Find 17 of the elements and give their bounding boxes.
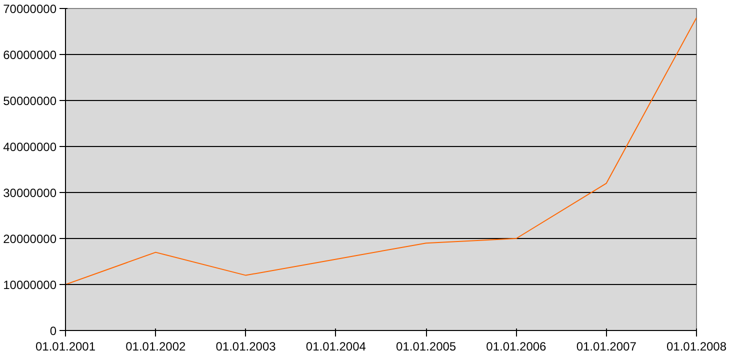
y-tick-label: 0 <box>50 324 57 338</box>
x-tick-label: 01.01.2001 <box>35 340 96 353</box>
y-tick-label: 20000000 <box>3 232 57 246</box>
x-tick-label: 01.01.2006 <box>486 340 547 353</box>
y-tick-label: 70000000 <box>3 2 57 16</box>
x-tick-label: 01.01.2007 <box>576 340 637 353</box>
x-tick-label: 01.01.2002 <box>126 340 186 353</box>
line-series <box>66 17 696 285</box>
x-tick-label: 01.01.2003 <box>216 340 276 353</box>
y-tick-label: 60000000 <box>3 48 57 62</box>
y-tick-label: 50000000 <box>3 94 57 108</box>
y-tick-label: 30000000 <box>3 186 57 200</box>
x-tick-label: 01.01.2004 <box>306 340 366 353</box>
y-tick-label: 10000000 <box>3 278 57 292</box>
x-tick-label: 01.01.2005 <box>396 340 456 353</box>
y-tick-label: 40000000 <box>3 140 57 154</box>
x-tick-label: 01.01.2008 <box>666 340 727 353</box>
